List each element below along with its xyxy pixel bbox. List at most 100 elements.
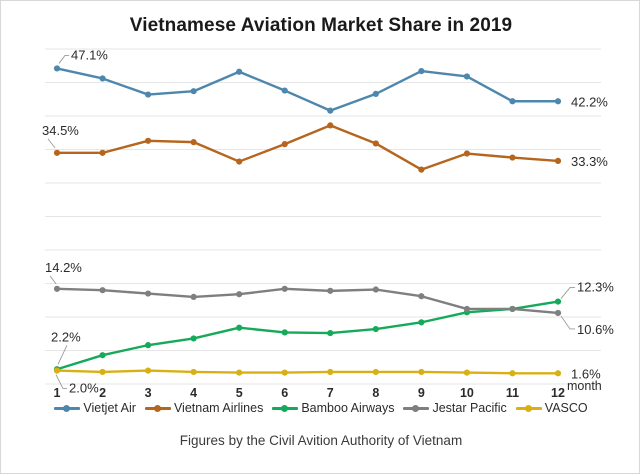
series-line: [55, 124, 560, 171]
data-point: [99, 149, 106, 156]
chart-legend: Vietjet Air Vietnam Airlines Bamboo Airway…: [1, 401, 640, 415]
x-tick-label: 3: [145, 386, 152, 400]
data-point: [236, 369, 243, 376]
x-tick-label: 2: [99, 386, 106, 400]
data-point: [281, 329, 288, 336]
annotation-label: 33.3%: [571, 154, 608, 169]
data-point: [190, 368, 197, 376]
annotation-label: 1.6%: [571, 366, 601, 381]
data-point: [463, 150, 471, 157]
x-tick-label: 12: [551, 386, 565, 400]
data-point: [554, 309, 562, 317]
data-point: [190, 293, 197, 300]
data-point: [144, 91, 152, 98]
annotation-label: 14.2%: [45, 260, 82, 275]
x-axis-tick-labels: 1 2 3 4 5 6 7 8 9 10 11 12: [54, 386, 565, 400]
data-point: [372, 90, 379, 97]
data-point: [236, 291, 243, 298]
legend-label: Jestar Pacific: [432, 401, 507, 415]
data-point: [509, 154, 516, 161]
annotation-leader: [49, 275, 57, 285]
data-point: [190, 335, 197, 342]
data-point: [99, 75, 106, 82]
data-point: [144, 342, 152, 349]
legend-item[interactable]: VASCO: [515, 401, 588, 415]
data-point: [372, 325, 379, 333]
legend-label: Vietjet Air: [83, 401, 136, 415]
data-point: [281, 285, 288, 292]
data-point: [418, 368, 425, 376]
legend-swatch-icon: [515, 403, 542, 413]
annotation-leader: [560, 315, 575, 330]
annotation-label: 47.1%: [71, 47, 108, 62]
data-point: [372, 140, 379, 147]
x-axis-title: month: [567, 379, 602, 393]
data-point: [53, 149, 61, 156]
legend-swatch-icon: [54, 403, 81, 413]
data-point: [327, 122, 334, 129]
legend-item[interactable]: Vietjet Air: [54, 401, 136, 415]
annotation-leader: [57, 345, 68, 365]
annotation-leader: [55, 374, 67, 390]
data-point: [144, 137, 152, 144]
data-point: [509, 370, 516, 377]
legend-item[interactable]: Bamboo Airways: [272, 401, 394, 415]
data-point: [236, 158, 243, 165]
series-line: [55, 300, 560, 371]
data-point: [144, 290, 152, 297]
data-point: [281, 369, 288, 376]
data-point: [372, 286, 379, 293]
legend-swatch-icon: [272, 403, 299, 413]
legend-item[interactable]: Jestar Pacific: [403, 401, 507, 415]
series-line: [55, 287, 560, 315]
data-point: [463, 305, 471, 313]
x-tick-label: 9: [418, 386, 425, 400]
annotation-label: 2.2%: [51, 329, 81, 344]
data-point: [327, 107, 334, 114]
data-point: [554, 298, 562, 305]
data-point: [463, 73, 471, 80]
data-point: [418, 166, 425, 173]
data-point: [327, 287, 334, 294]
legend-label: VASCO: [544, 401, 588, 415]
data-point: [509, 305, 516, 313]
value-annotations: 47.1% 42.2% 34.5% 33.3% 14.2% 10.6% 2.2% 12.3% 2…: [42, 47, 614, 395]
data-point: [463, 369, 471, 376]
x-tick-label: 10: [460, 386, 474, 400]
gridlines: [45, 48, 601, 385]
chart-title: Vietnamese Aviation Market Share in 2019: [129, 15, 513, 36]
series-line: [55, 369, 560, 375]
x-tick-label: 6: [281, 386, 288, 400]
data-point: [236, 324, 243, 331]
data-point: [418, 319, 425, 326]
data-point: [509, 98, 516, 105]
data-point: [53, 65, 61, 72]
data-point: [418, 68, 425, 75]
data-point: [327, 368, 334, 376]
data-point: [554, 157, 562, 164]
data-point: [418, 293, 425, 300]
annotation-label: 12.3%: [577, 280, 614, 295]
data-point: [99, 287, 106, 294]
data-point: [281, 141, 288, 148]
x-tick-label: 7: [327, 386, 334, 400]
data-point: [99, 352, 106, 359]
data-point: [53, 285, 61, 292]
annotation-label: 34.5%: [42, 123, 79, 138]
annotation-leader: [47, 138, 56, 149]
data-point: [281, 87, 288, 94]
x-tick-label: 5: [236, 386, 243, 400]
data-point: [53, 367, 61, 374]
data-point: [99, 368, 106, 376]
data-point: [372, 368, 379, 376]
data-point: [190, 139, 197, 146]
x-tick-label: 1: [54, 386, 61, 400]
series-layer: [53, 65, 562, 377]
data-point: [554, 370, 562, 377]
data-point: [236, 68, 243, 75]
legend-item[interactable]: Vietnam Airlines: [144, 401, 264, 415]
annotation-label: 10.6%: [577, 322, 614, 337]
legend-label: Vietnam Airlines: [173, 401, 264, 415]
